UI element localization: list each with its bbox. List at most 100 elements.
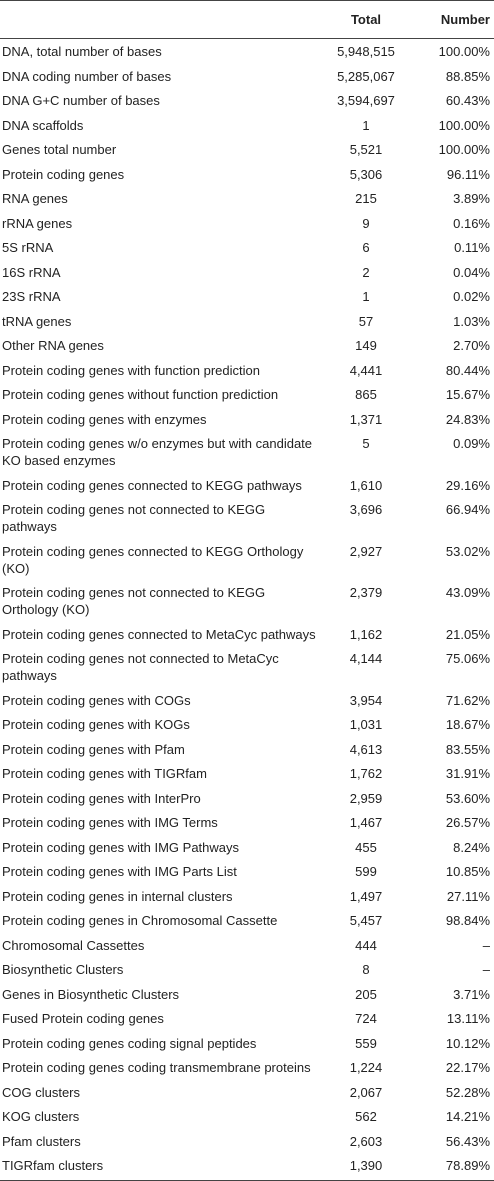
row-total: 5 [362, 436, 370, 451]
row-attribute: Pfam clusters [2, 1133, 81, 1149]
row-number: 22.17% [445, 1060, 490, 1075]
row-attribute: Protein coding genes w/o enzymes but wit… [2, 436, 313, 468]
table-row: COG clusters 2,067 52.28% [0, 1080, 494, 1105]
table-row: Protein coding genes with IMG Parts List… [0, 859, 494, 884]
row-number: 21.05% [445, 626, 490, 642]
table-row: Protein coding genes 5,306 96.11% [0, 162, 494, 187]
row-attribute: rRNA genes [2, 215, 73, 231]
table-row: Protein coding genes with IMG Terms 1,467… [0, 810, 494, 835]
row-number: 3.89% [453, 191, 490, 206]
row-attribute: Protein coding genes not connected to Me… [2, 651, 279, 683]
row-number: 27.11% [446, 888, 490, 904]
row-total: 1,031 [349, 717, 383, 732]
table-row: 16S rRNA 2 0.04% [0, 260, 494, 285]
row-number: 1.03% [453, 313, 490, 329]
row-total: 2,379 [349, 585, 383, 600]
table-row: Protein coding genes connected to KEGG p… [0, 473, 494, 498]
table-row: Genes in Biosynthetic Clusters 205 3.71% [0, 982, 494, 1007]
row-attribute: tRNA genes [2, 313, 72, 329]
table-row: Protein coding genes with KOGs 1,031 18.67… [0, 712, 494, 737]
row-number: 15.67% [445, 387, 490, 402]
row-total: 562 [355, 1109, 377, 1124]
table-row: rRNA genes 9 0.16% [0, 211, 494, 236]
row-number: 0.16% [453, 215, 490, 231]
row-number: 71.62% [445, 692, 490, 708]
row-attribute: Protein coding genes not connected to KE… [2, 585, 266, 617]
row-total: 1,371 [349, 411, 383, 427]
row-total: 5,457 [349, 913, 383, 928]
table-row: RNA genes 215 3.89% [0, 186, 494, 211]
table-row: Protein coding genes with enzymes 1,371 24… [0, 407, 494, 432]
row-number: 53.60% [445, 790, 490, 806]
row-number: 53.02% [445, 543, 490, 559]
row-attribute: Protein coding genes with InterPro [2, 790, 201, 806]
row-attribute: KOG clusters [2, 1109, 80, 1124]
header-row: Total Number [0, 1, 494, 39]
table-body: DNA, total number of bases 5,948,515 100.0… [0, 39, 494, 1181]
table-row: Protein coding genes without function pr… [0, 382, 494, 407]
table-row: Protein coding genes with IMG Pathways 45… [0, 835, 494, 860]
row-number: 26.57% [445, 815, 490, 830]
row-attribute: Protein coding genes with IMG Pathways [2, 839, 240, 855]
row-attribute: Protein coding genes not connected to KE… [2, 502, 266, 534]
row-number: 88.85% [445, 68, 490, 84]
row-attribute: TIGRfam clusters [0, 1153, 320, 1181]
row-attribute: 5S rRNA [2, 240, 54, 255]
row-attribute: Protein coding genes with Pfam [2, 741, 185, 757]
row-number: 43.09% [445, 585, 490, 600]
row-total: 215 [355, 191, 377, 206]
table-header: Total Number [0, 1, 494, 39]
row-number: 29.16% [445, 477, 490, 493]
row-number: 52.28% [445, 1084, 490, 1100]
row-number: 100.00% [438, 44, 490, 59]
row-total: 444 [355, 937, 377, 953]
row-attribute: 16S rRNA [2, 264, 61, 280]
table-row: Protein coding genes in internal cluster… [0, 884, 494, 909]
table-row: Protein coding genes coding signal pepti… [0, 1031, 494, 1056]
row-total: 3,954 [349, 692, 383, 708]
table-row: DNA coding number of bases 5,285,067 88.85… [0, 64, 494, 89]
table-row: Protein coding genes with COGs 3,954 71.62… [0, 688, 494, 713]
row-total: 1,467 [349, 815, 383, 830]
row-attribute: DNA, total number of bases [2, 44, 162, 59]
row-attribute: Protein coding genes with COGs [2, 692, 191, 708]
row-total: 2,959 [349, 790, 383, 806]
row-number: 18.67% [445, 717, 490, 732]
row-total: 3,696 [349, 502, 383, 517]
row-attribute: Genes in Biosynthetic Clusters [2, 986, 180, 1002]
table-row: Protein coding genes with function predi… [0, 358, 494, 383]
table-row: Chromosomal Cassettes 444 – [0, 933, 494, 958]
table-row: Fused Protein coding genes 724 13.11% [0, 1006, 494, 1031]
table-row: Pfam clusters 2,603 56.43% [0, 1129, 494, 1154]
table-row: TIGRfam clusters 1,390 78.89% [0, 1153, 494, 1181]
row-attribute: Protein coding genes connected to KEGG O… [2, 543, 304, 576]
row-attribute: Other RNA genes [2, 338, 104, 353]
table-row: Protein coding genes with TIGRfam 1,762 31… [0, 761, 494, 786]
row-total: 149 [355, 338, 377, 353]
row-total: 1,610 [349, 477, 383, 493]
row-total: 724 [355, 1011, 377, 1026]
row-total: 1,762 [349, 766, 383, 781]
row-attribute: Biosynthetic Clusters [2, 962, 124, 977]
row-attribute: Protein coding genes in internal cluster… [2, 888, 233, 904]
row-attribute: Protein coding genes with IMG Parts List [2, 864, 237, 879]
table-row: Protein coding genes not connected to Me… [0, 646, 494, 688]
row-total: 5,521 [349, 142, 383, 157]
row-total: 2,067 [349, 1084, 383, 1100]
row-total: 5,285,067 [337, 68, 395, 84]
row-number: 98.84% [445, 913, 490, 928]
row-total: 6 [362, 240, 370, 255]
header-total: Total [320, 1, 412, 39]
table-row: Protein coding genes with Pfam 4,613 83.55… [0, 737, 494, 762]
row-number: 66.94% [445, 502, 490, 517]
row-total: 1,390 [320, 1153, 412, 1181]
row-total: 865 [355, 387, 377, 402]
row-attribute: Protein coding genes connected to MetaCy… [2, 626, 316, 642]
row-number: 10.85% [445, 864, 490, 879]
row-number: 31.91% [445, 766, 490, 781]
row-total: 3,594,697 [337, 93, 395, 108]
table-row: Protein coding genes w/o enzymes but wit… [0, 431, 494, 473]
row-number: 14.21% [445, 1109, 490, 1124]
table-top-rule [0, 0, 494, 1]
